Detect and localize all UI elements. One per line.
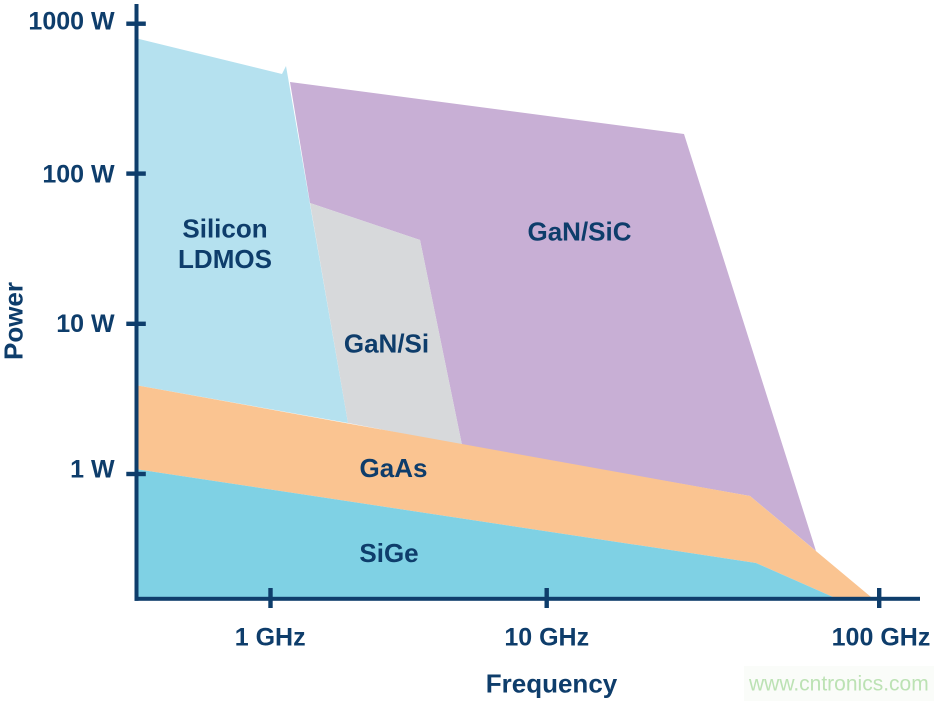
svg-text:GaN/SiC: GaN/SiC (527, 216, 631, 246)
svg-text:www.cntronics.com: www.cntronics.com (748, 673, 929, 696)
svg-text:SiGe: SiGe (359, 538, 418, 568)
svg-text:10 W: 10 W (56, 310, 115, 338)
svg-text:LDMOS: LDMOS (178, 244, 272, 274)
svg-text:1000 W: 1000 W (28, 8, 115, 36)
svg-text:1 W: 1 W (70, 455, 115, 483)
svg-text:10 GHz: 10 GHz (504, 624, 589, 652)
svg-text:1 GHz: 1 GHz (235, 624, 306, 652)
svg-text:Power: Power (0, 282, 29, 360)
svg-text:GaN/Si: GaN/Si (344, 329, 429, 359)
svg-text:100 W: 100 W (42, 161, 115, 189)
svg-text:Frequency: Frequency (486, 669, 618, 699)
svg-text:GaAs: GaAs (360, 453, 428, 483)
svg-text:100 GHz: 100 GHz (832, 624, 931, 652)
svg-text:Silicon: Silicon (182, 214, 267, 244)
